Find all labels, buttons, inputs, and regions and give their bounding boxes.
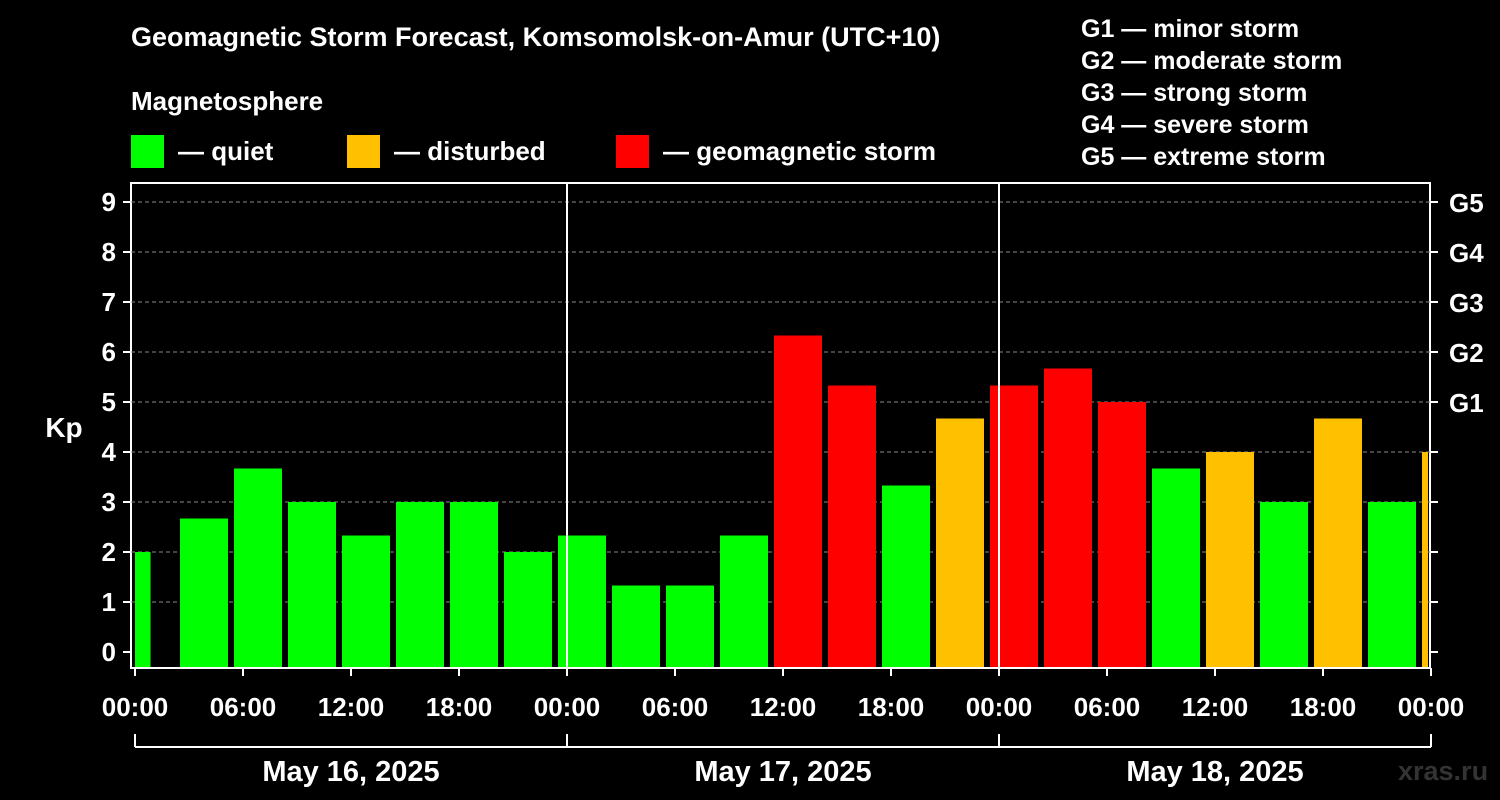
y-tick-label: 3 xyxy=(102,487,116,517)
storm-level-g1: G1 — minor storm xyxy=(1081,15,1300,43)
kp-bar xyxy=(666,585,714,667)
legend-heading: Magnetosphere xyxy=(131,86,324,116)
x-tick-label: 18:00 xyxy=(426,692,493,722)
x-tick-label: 18:00 xyxy=(858,692,925,722)
kp-bar xyxy=(1314,418,1362,667)
legend-item-storm: — geomagnetic storm xyxy=(616,134,936,168)
x-tick-label: 18:00 xyxy=(1290,692,1357,722)
kp-bar xyxy=(1044,368,1092,667)
storm-level-g2: G2 — moderate storm xyxy=(1081,47,1343,75)
y-tick-label: 1 xyxy=(102,587,116,617)
y-tick-label: 7 xyxy=(102,287,116,317)
kp-bar xyxy=(1422,452,1428,667)
y-tick-label: 4 xyxy=(102,437,117,467)
legend-swatch-quiet xyxy=(131,134,164,168)
storm-level-g3: G3 — strong storm xyxy=(1081,79,1308,107)
kp-bar xyxy=(234,468,282,667)
kp-bar xyxy=(180,518,228,667)
x-tick-label: 12:00 xyxy=(750,692,817,722)
kp-bar xyxy=(828,385,876,667)
y-tick-label: 2 xyxy=(102,537,116,567)
legend-item-disturbed: — disturbed xyxy=(347,134,546,168)
date-label: May 16, 2025 xyxy=(262,756,439,788)
y-tick-label: 9 xyxy=(102,187,116,217)
x-tick-label: 06:00 xyxy=(1074,692,1141,722)
storm-level-axis-label: G1 xyxy=(1449,388,1484,418)
kp-bar xyxy=(774,335,822,667)
kp-bar xyxy=(720,535,768,667)
x-tick-label: 06:00 xyxy=(642,692,709,722)
kp-bar xyxy=(396,502,444,667)
chart-title: Geomagnetic Storm Forecast, Komsomolsk-o… xyxy=(131,22,941,52)
kp-bar xyxy=(504,552,552,667)
kp-bar xyxy=(135,552,151,667)
storm-level-axis-label: G4 xyxy=(1449,238,1484,268)
y-tick-label: 5 xyxy=(102,387,116,417)
kp-bar xyxy=(882,485,930,667)
date-label: May 18, 2025 xyxy=(1126,756,1303,788)
kp-bar xyxy=(936,418,984,667)
x-tick-label: 06:00 xyxy=(210,692,277,722)
y-tick-label: 8 xyxy=(102,237,116,267)
kp-bar xyxy=(1368,502,1416,667)
kp-bar xyxy=(342,535,390,667)
x-tick-label: 12:00 xyxy=(1182,692,1249,722)
storm-level-axis-label: G3 xyxy=(1449,288,1484,318)
storm-level-axis-label: G2 xyxy=(1449,338,1484,368)
legend-label-storm: — geomagnetic storm xyxy=(663,135,937,166)
storm-level-g4: G4 — severe storm xyxy=(1081,111,1309,139)
kp-bar xyxy=(1098,402,1146,667)
legend-item-quiet: — quiet xyxy=(131,134,273,168)
x-tick-label: 00:00 xyxy=(966,692,1033,722)
legend-label-disturbed: — disturbed xyxy=(394,135,546,166)
kp-bar xyxy=(990,385,1038,667)
y-tick-label: 6 xyxy=(102,337,116,367)
kp-bar xyxy=(288,502,336,667)
kp-bar xyxy=(558,535,606,667)
storm-level-legend: G1 — minor storm G2 — moderate storm G3 … xyxy=(1081,13,1342,173)
x-tick-label: 00:00 xyxy=(1398,692,1465,722)
legend-swatch-disturbed xyxy=(347,134,380,168)
watermark: xras.ru xyxy=(1398,756,1489,786)
y-tick-label: 0 xyxy=(102,637,116,667)
kp-bar xyxy=(450,502,498,667)
y-axis-title: Kp xyxy=(45,412,82,443)
legend-swatch-storm xyxy=(616,134,649,168)
kp-bar xyxy=(1152,468,1200,667)
kp-bar xyxy=(1206,452,1254,667)
x-tick-label: 00:00 xyxy=(102,692,169,722)
legend-label-quiet: — quiet xyxy=(178,135,274,166)
kp-bar xyxy=(612,585,660,667)
x-tick-label: 12:00 xyxy=(318,692,385,722)
storm-level-axis-label: G5 xyxy=(1449,188,1484,218)
kp-bar xyxy=(1260,502,1308,667)
x-tick-label: 00:00 xyxy=(534,692,601,722)
storm-level-g5: G5 — extreme storm xyxy=(1081,143,1326,171)
date-label: May 17, 2025 xyxy=(694,756,871,788)
